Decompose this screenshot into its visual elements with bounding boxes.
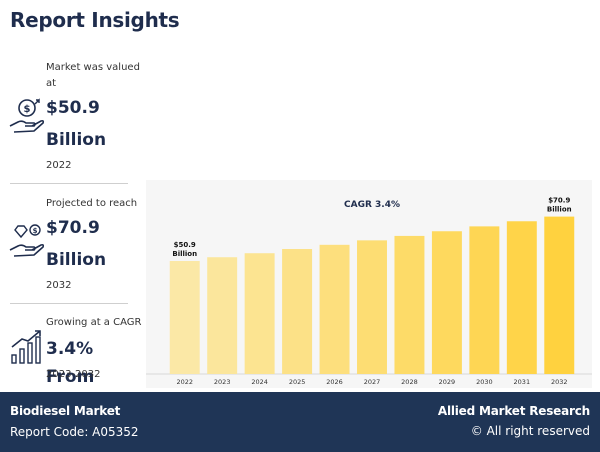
growth-chart-icon — [8, 327, 46, 367]
stat-label: Projected to reach — [46, 198, 138, 209]
bar-2032 — [544, 216, 575, 374]
x-tick-label: 2025 — [289, 378, 306, 386]
x-tick-label: 2031 — [514, 378, 531, 386]
x-tick-label: 2030 — [476, 378, 493, 386]
bar-2027 — [357, 240, 387, 374]
bar-2023 — [207, 257, 238, 374]
bar-2029 — [431, 231, 462, 374]
stat-cagr: Growing at a CAGR 3.4% From 2023-2032 — [8, 315, 141, 387]
divider — [10, 183, 128, 184]
stat-label: Growing at a CAGR — [46, 317, 142, 328]
bar-2031 — [506, 221, 537, 374]
x-tick-label: 2024 — [251, 378, 268, 386]
bar-2022 — [169, 261, 200, 374]
brand-name: Allied Market Research — [437, 404, 590, 418]
stat-value: $70.9 — [46, 218, 100, 238]
stat-market-value: $ Market was valued at $50.9 Billion 202… — [8, 58, 140, 176]
stat-value: 3.4% From — [46, 339, 95, 387]
stat-value-unit: Billion — [46, 130, 107, 150]
data-label-unit: Billion — [547, 206, 572, 214]
stat-year: 2023-2032 — [46, 369, 101, 380]
svg-text:$: $ — [33, 227, 38, 235]
bar-chart: CAGR 3.4% 2022 2023 2024 2025 2026 2027 2028 202… — [146, 180, 592, 388]
x-tick-label: 2026 — [326, 378, 343, 386]
x-tick-label: 2027 — [364, 378, 381, 386]
divider — [10, 303, 128, 304]
x-tick-label: 2032 — [551, 378, 568, 386]
market-name: Biodiesel Market — [10, 404, 121, 418]
stat-year: 2022 — [46, 160, 72, 171]
x-tick-label: 2023 — [214, 378, 231, 386]
x-tick-label: 2022 — [176, 378, 193, 386]
page-title: Report Insights — [10, 8, 180, 32]
copyright-text: © All right reserved — [470, 424, 590, 438]
footer: Biodiesel Market Report Code: A05352 All… — [0, 392, 600, 452]
data-label: $50.9 — [174, 241, 196, 249]
money-hand-icon: $ — [8, 96, 46, 136]
diamond-hand-icon: $ — [8, 220, 46, 260]
x-tick-label: 2029 — [439, 378, 456, 386]
x-tick-label: 2028 — [401, 378, 418, 386]
stat-year: 2032 — [46, 280, 72, 291]
bar-2028 — [394, 235, 425, 374]
report-code: Report Code: A05352 — [10, 425, 139, 439]
chart-svg: CAGR 3.4% 2022 2023 2024 2025 2026 2027 2028 202… — [146, 197, 592, 386]
bar-2030 — [469, 226, 500, 374]
stat-label: Market was valued at — [46, 62, 140, 89]
stat-projected-value: $ Projected to reach $70.9 Billion 2032 — [8, 196, 137, 294]
data-label: $70.9 — [548, 197, 570, 205]
stat-value-unit: Billion — [46, 250, 107, 270]
bar-2026 — [319, 244, 350, 374]
chart-title: CAGR 3.4% — [344, 200, 400, 210]
svg-text:$: $ — [24, 104, 31, 115]
bar-2025 — [282, 249, 313, 374]
data-label-unit: Billion — [172, 250, 197, 258]
stat-value: $50.9 — [46, 98, 100, 118]
bar-2024 — [244, 253, 275, 374]
